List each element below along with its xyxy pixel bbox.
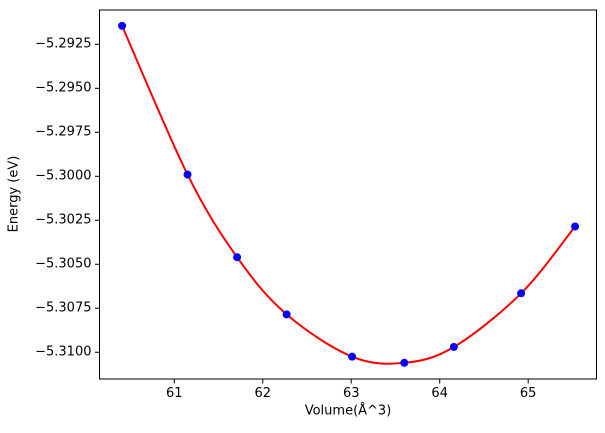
data-point xyxy=(348,352,357,361)
plot-border xyxy=(99,9,597,380)
data-point xyxy=(233,253,242,262)
data-point xyxy=(118,21,127,30)
data-point xyxy=(571,222,580,231)
fit-curve xyxy=(121,24,577,365)
y-tick-label: −5.2925 xyxy=(35,36,92,52)
y-tick-label: −5.2975 xyxy=(35,124,92,140)
data-point xyxy=(449,342,458,351)
y-tick-label: −5.3075 xyxy=(35,300,92,316)
data-point xyxy=(282,310,291,319)
x-tick-label: 64 xyxy=(431,386,448,401)
x-tick-label: 61 xyxy=(165,386,183,401)
y-tick-label: −5.3050 xyxy=(35,256,92,272)
x-tick-label: 65 xyxy=(519,386,537,401)
y-axis-label: Energy (eV) xyxy=(6,155,22,233)
y-tick-label: −5.2950 xyxy=(35,80,92,96)
x-tick-label: 62 xyxy=(254,386,272,401)
y-tick-label: −5.3100 xyxy=(35,344,92,360)
y-tick-label: −5.3025 xyxy=(35,212,92,228)
data-point xyxy=(517,289,526,298)
data-point xyxy=(183,170,192,179)
x-tick-label: 63 xyxy=(342,386,360,401)
y-tick-label: −5.3000 xyxy=(35,168,92,184)
data-point xyxy=(400,358,409,367)
x-axis-label: Volume(Å^3) xyxy=(304,403,392,419)
